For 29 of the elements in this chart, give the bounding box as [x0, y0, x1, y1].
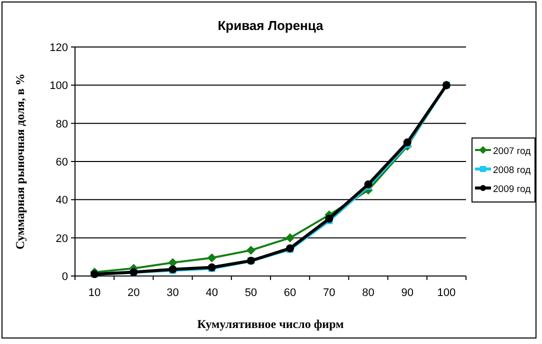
y-tick-label: 20 [56, 232, 68, 245]
x-tick-label: 70 [323, 287, 336, 299]
y-tick-label: 0 [62, 271, 68, 283]
x-tick-label: 30 [166, 287, 179, 299]
legend-label: 2009 год [493, 184, 532, 195]
y-tick-label: 40 [56, 194, 68, 207]
x-tick-label: 90 [401, 287, 414, 299]
y-tick-label: 80 [56, 118, 68, 130]
point [403, 138, 412, 146]
legend-label: 2008 год [493, 165, 532, 176]
point [325, 214, 334, 223]
y-tick-label: 120 [50, 42, 68, 54]
x-tick-label: 100 [437, 287, 456, 299]
point [246, 246, 256, 255]
chart-title: Кривая Лоренца [218, 18, 324, 33]
y-axis-title: Суммарная рыночная доля, в % [13, 74, 27, 250]
x-tick-label: 10 [88, 287, 101, 299]
legend-label: 2007 год [493, 146, 532, 157]
x-tick-label: 20 [128, 287, 140, 299]
x-axis-title: Кумулятивное число фирм [197, 317, 344, 331]
x-tick-label: 60 [284, 287, 296, 299]
x-tick-label: 50 [244, 287, 258, 299]
x-tick-label: 80 [362, 287, 374, 299]
point [286, 233, 295, 242]
x-tick-label: 40 [206, 287, 218, 299]
y-tick-label: 100 [50, 80, 68, 92]
point [364, 180, 372, 188]
point [207, 253, 216, 262]
y-tick-label: 60 [56, 156, 68, 168]
